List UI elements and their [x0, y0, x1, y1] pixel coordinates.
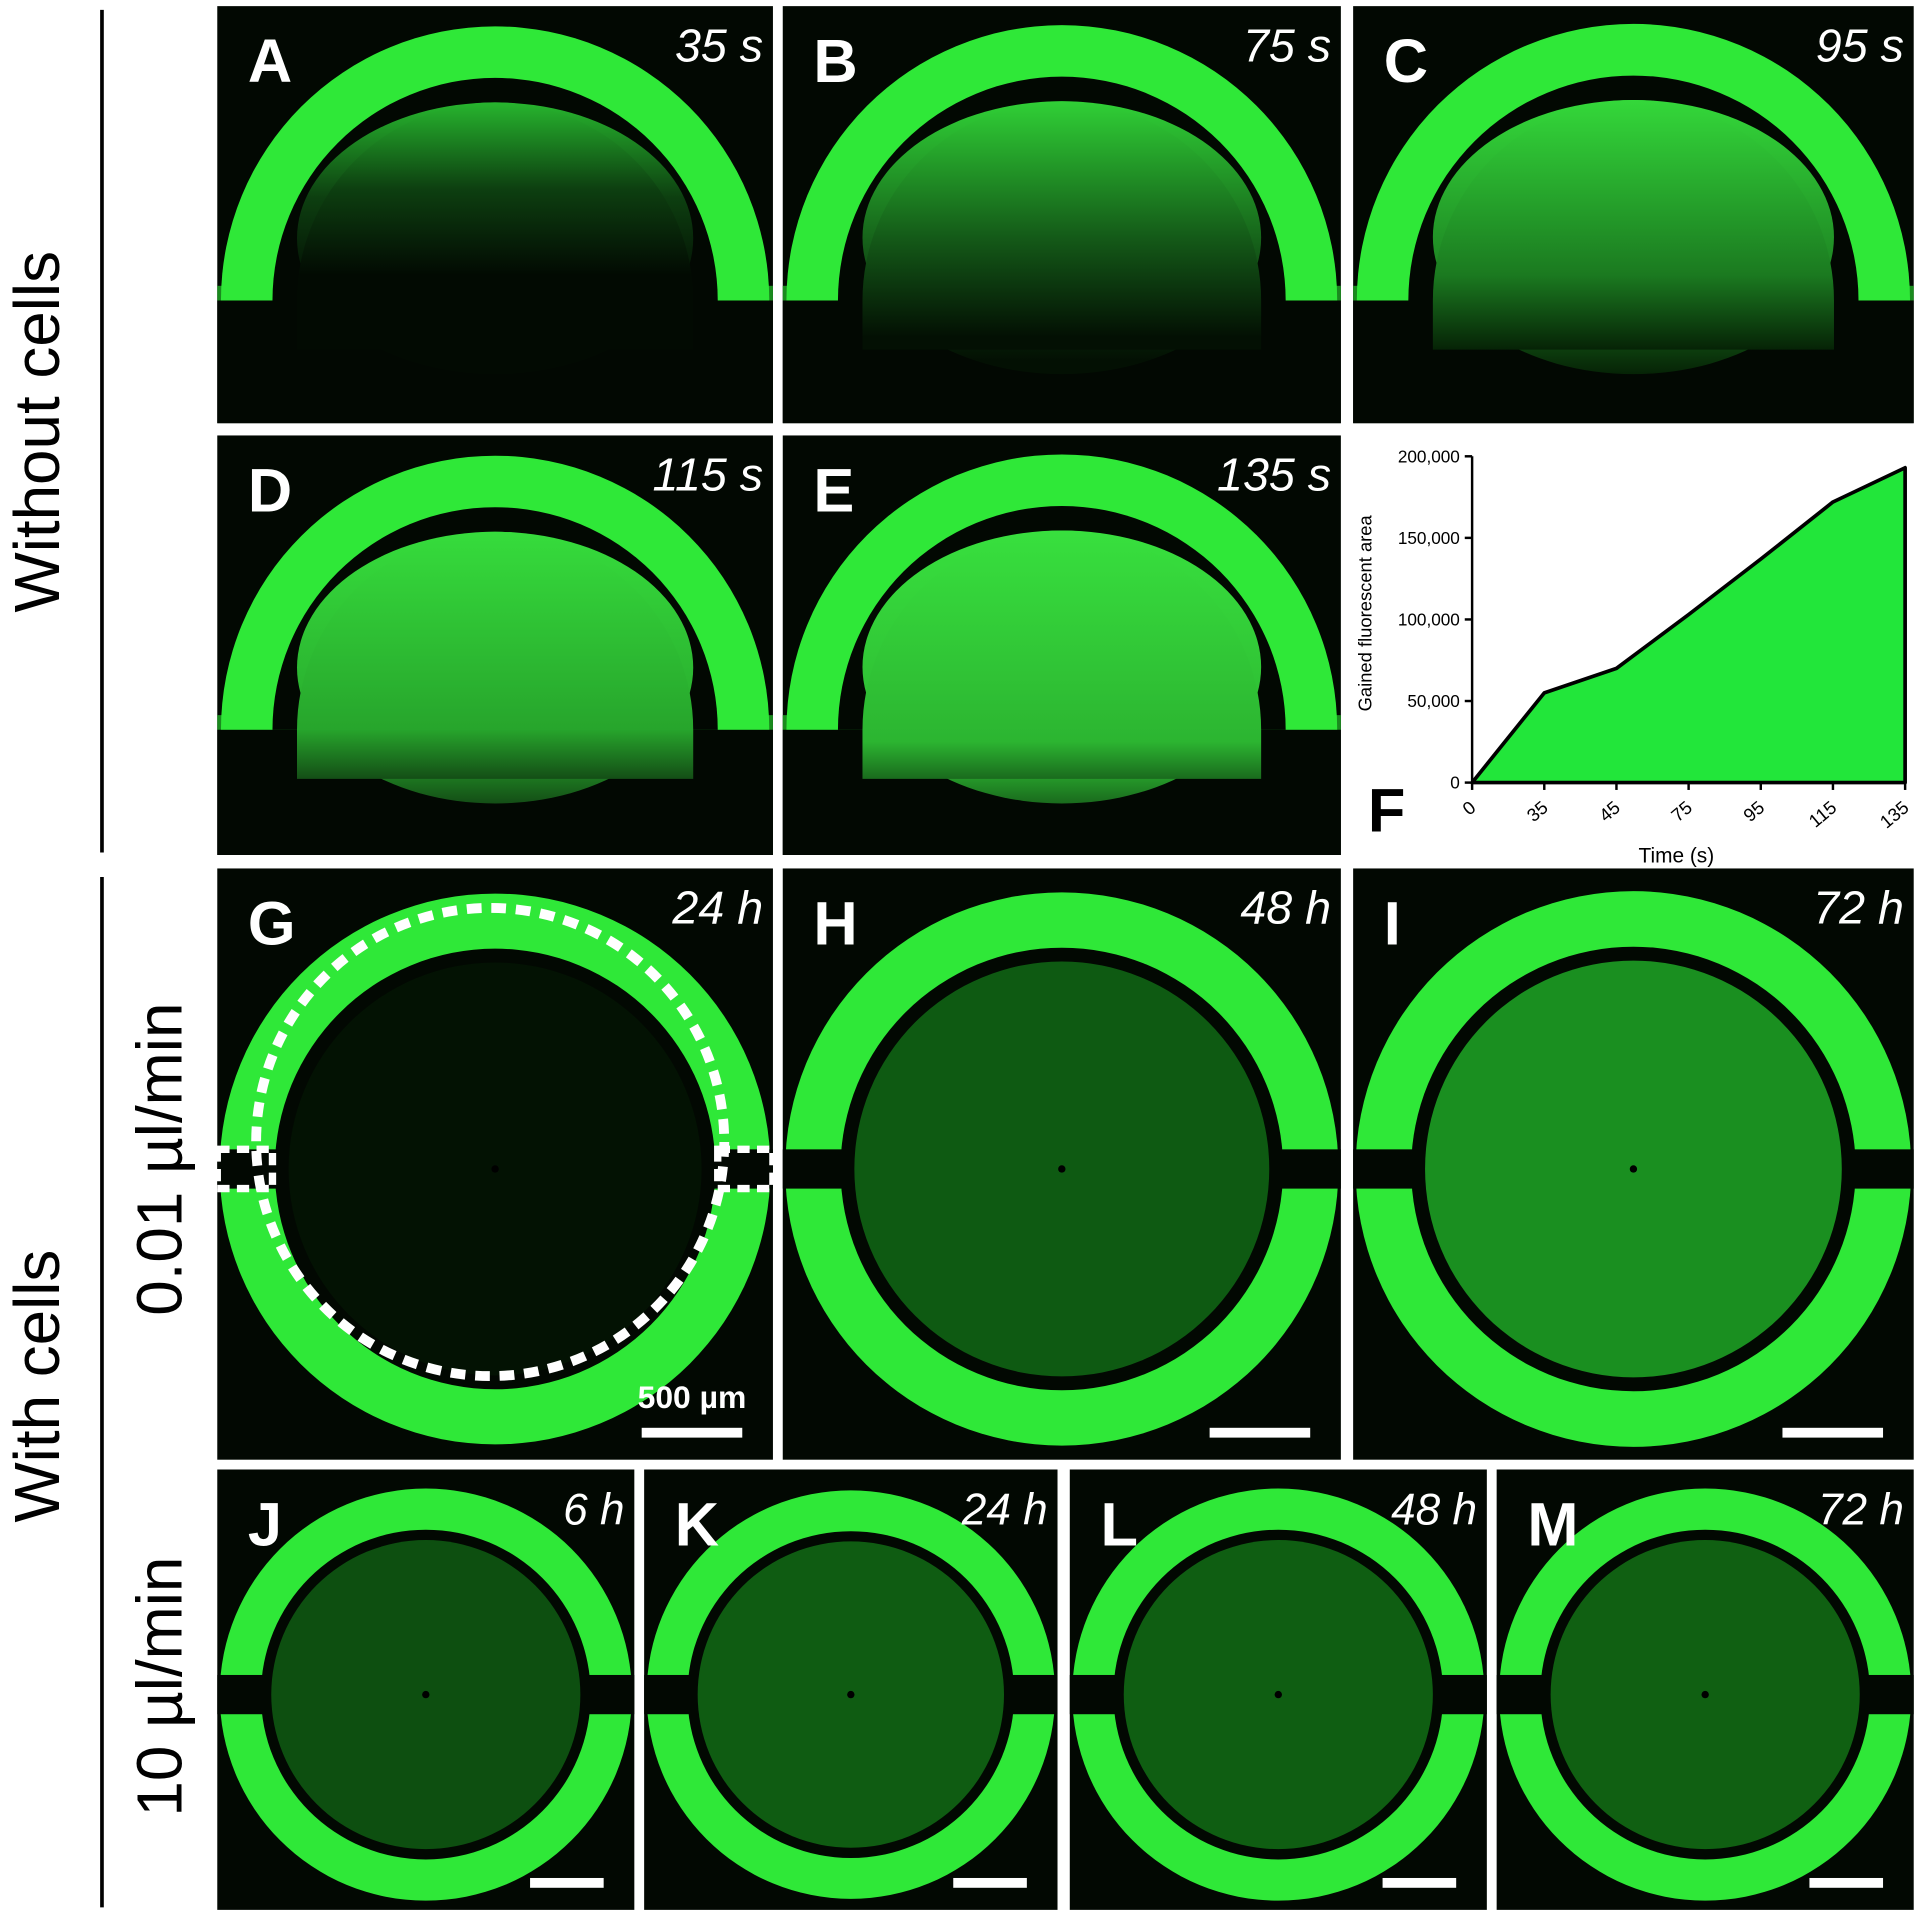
row-label: Without cells [1, 251, 73, 612]
panel-letter: G [248, 889, 296, 958]
micrograph: D 115 s [217, 435, 773, 855]
area [1470, 465, 1907, 785]
micrograph: H 48 h [782, 868, 1341, 1460]
scale-bar [953, 1877, 1027, 1888]
y-tick-label: 50,000 [1407, 691, 1459, 711]
panel-letter: J [248, 1490, 282, 1559]
panel-letter: C [1384, 26, 1428, 95]
time-label: 35 s [675, 19, 763, 71]
x-tick-label: 35 [1523, 797, 1552, 826]
pillar [1701, 1690, 1709, 1699]
time-label: 6 h [563, 1486, 624, 1535]
panel-letter: F [1368, 776, 1405, 845]
time-label: 95 s [1816, 19, 1904, 71]
scale-bar-label: 500 µm [638, 1379, 747, 1415]
row-label: 10 µl/min [124, 1557, 196, 1817]
panel-letter: D [248, 456, 292, 525]
y-tick-label: 150,000 [1398, 528, 1460, 548]
pillar [1274, 1690, 1282, 1699]
time-label: 115 s [653, 449, 764, 501]
micrograph: A 35 s [217, 6, 773, 424]
row-label: With cells [1, 1250, 73, 1523]
panel-letter: L [1100, 1490, 1137, 1559]
time-label: 48 h [1391, 1486, 1477, 1535]
y-axis-label: Gained fluorescent area [1355, 514, 1376, 711]
time-label: 75 s [1243, 19, 1331, 71]
x-tick-label: 95 [1739, 797, 1768, 826]
pillar [1058, 1165, 1066, 1173]
time-label: 135 s [1217, 449, 1331, 501]
chamber-top [297, 102, 694, 350]
chamber-top [862, 101, 1262, 350]
panel-letter: A [248, 26, 292, 95]
micrograph: L 48 h [1069, 1469, 1487, 1910]
panel-letter: K [675, 1490, 719, 1559]
pillar [1629, 1165, 1638, 1173]
time-label: 48 h [1240, 882, 1331, 934]
panel-letter: H [813, 889, 857, 958]
scale-bar [1782, 1427, 1884, 1438]
x-tick-label: 115 [1804, 797, 1840, 832]
dashed-outline [251, 903, 730, 1381]
time-label: 24 h [961, 1486, 1048, 1535]
micrograph: 500 µm G 24 h [213, 868, 777, 1460]
time-label: 72 h [1813, 882, 1904, 934]
scale-bar [1809, 1877, 1884, 1888]
y-tick-label: 200,000 [1398, 446, 1460, 466]
chamber-top [297, 531, 694, 779]
y-tick-label: 100,000 [1398, 610, 1460, 630]
panel-letter: B [813, 26, 857, 95]
pillar [422, 1690, 430, 1699]
x-tick-label: 0 [1458, 797, 1479, 820]
time-label: 24 h [671, 882, 763, 934]
micrograph: I 72 h [1353, 868, 1914, 1460]
scale-bar [1209, 1427, 1311, 1438]
scale-bar [641, 1427, 743, 1438]
dashed-box [714, 1145, 777, 1193]
micrograph: E 135 s [782, 435, 1341, 855]
micrograph: M 72 h [1496, 1469, 1914, 1910]
panel-letter: M [1527, 1490, 1578, 1559]
chamber-top [862, 530, 1262, 779]
chamber-top [1432, 99, 1834, 350]
dashed-box [213, 1145, 277, 1193]
pillar [847, 1690, 855, 1699]
row-label: 0.01 µl/min [124, 1003, 196, 1316]
pillar [491, 1165, 499, 1173]
micrograph: B 75 s [782, 6, 1341, 424]
time-label: 72 h [1818, 1486, 1904, 1535]
x-tick-label: 45 [1595, 797, 1624, 826]
micrograph: K 24 h [644, 1469, 1058, 1910]
micrograph: C 95 s [1353, 6, 1914, 424]
x-axis-label: Time (s) [1639, 844, 1715, 867]
scale-bar [530, 1877, 604, 1888]
panel-letter: I [1384, 889, 1401, 958]
y-tick-label: 0 [1450, 773, 1460, 793]
x-tick-label: 75 [1667, 797, 1696, 826]
x-tick-label: 135 [1876, 797, 1913, 833]
scale-bar [1382, 1877, 1457, 1888]
micrograph: J 6 h [217, 1469, 635, 1910]
panel-letter: E [813, 456, 854, 525]
